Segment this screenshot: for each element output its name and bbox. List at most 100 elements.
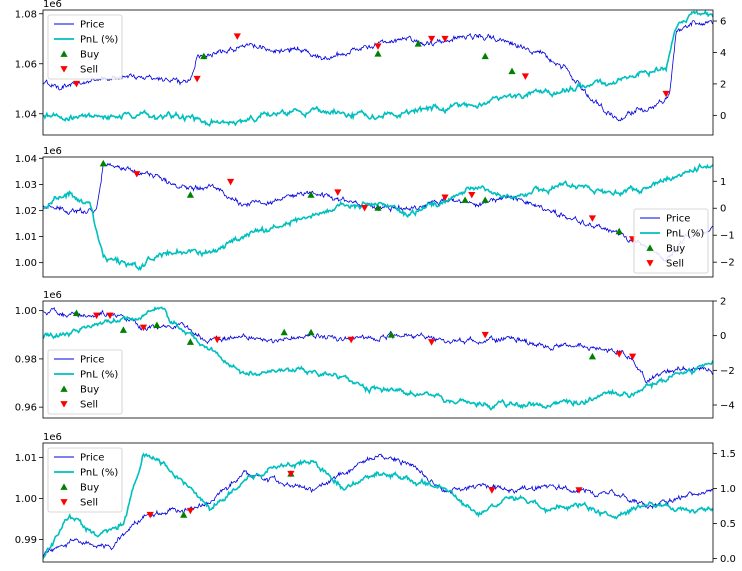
left-tick-label: 0.98 [15, 354, 37, 365]
right-tick-label: −1 [720, 231, 735, 242]
sell-marker [133, 171, 141, 178]
buy-marker [180, 511, 188, 518]
pnl-line [43, 306, 713, 411]
sell-marker [521, 73, 529, 80]
right-tick-label: 0.5 [720, 519, 736, 530]
axes-frame [42, 300, 714, 419]
buy-marker [99, 159, 107, 167]
legend-label: Sell [80, 498, 98, 509]
axes-frame [42, 156, 714, 278]
sell-marker [468, 191, 476, 199]
legend: Price PnL (%) Buy Sell [47, 349, 123, 415]
sell-marker [615, 351, 623, 358]
legend-label: Price [80, 20, 104, 31]
sell-marker [374, 43, 382, 50]
axis-offset-label: 1e6 [43, 290, 62, 301]
sell-marker [72, 80, 81, 88]
legend-swatch [646, 244, 654, 251]
right-tick-label: 0 [720, 331, 726, 342]
sell-marker [334, 189, 342, 196]
legend-label: Buy [666, 244, 685, 255]
left-tick-label: 1.00 [15, 306, 37, 317]
sell-marker [428, 35, 436, 43]
left-tick-label: 1.00 [15, 258, 37, 269]
sell-marker [629, 353, 637, 361]
sell-marker [588, 215, 596, 222]
pnl-line [43, 10, 713, 128]
legend-swatch [60, 66, 68, 73]
sell-marker [441, 194, 449, 202]
sell-marker [213, 336, 221, 344]
price-line [43, 162, 713, 262]
buy-marker [72, 309, 81, 316]
buy-marker [153, 321, 161, 329]
sell-marker [428, 339, 436, 346]
left-tick-label: 0.96 [15, 403, 37, 414]
legend-label: Price [666, 214, 690, 225]
sell-marker [146, 511, 154, 519]
sell-marker [193, 75, 201, 83]
sell-marker [361, 204, 369, 212]
right-tick-label: 0 [720, 204, 726, 215]
sell-marker [347, 336, 355, 344]
subplot-2: 1.00 1.01 1.02 1.03 1.04 −2 −1 0 1 1e6 Price PnL (%… [15, 146, 735, 278]
buy-marker [200, 52, 208, 60]
left-tick-label: 1.03 [15, 180, 37, 191]
sell-marker [139, 324, 148, 332]
right-tick-label: 1.0 [720, 484, 736, 495]
right-tick-label: 0.0 [720, 554, 736, 565]
left-tick-label: 1.00 [15, 494, 37, 505]
subplot-3: 0.96 0.98 1.00 −4 −2 0 2 1e6 Price PnL (%) Buy Sell [15, 290, 735, 419]
buy-marker [481, 196, 489, 203]
legend-label: Buy [80, 385, 99, 396]
buy-marker [481, 52, 489, 60]
buy-marker [186, 338, 194, 345]
legend-swatch [60, 401, 68, 408]
sell-marker [227, 178, 235, 186]
legend-label: Sell [666, 259, 684, 270]
buy-marker [307, 328, 315, 336]
sell-marker [662, 90, 670, 98]
axis-offset-label: 1e6 [43, 146, 62, 157]
legend: Price PnL (%) Buy Sell [47, 447, 123, 513]
right-tick-label: 2 [720, 297, 726, 308]
legend-label: Price [80, 453, 104, 464]
left-tick-label: 1.08 [15, 9, 37, 20]
sell-marker [488, 487, 496, 494]
legend-label: PnL (%) [666, 229, 704, 240]
legend-swatch [60, 50, 68, 57]
sell-marker [93, 312, 101, 320]
legend-label: Buy [80, 483, 99, 494]
legend-label: Sell [80, 65, 98, 76]
legend-swatch [60, 483, 68, 490]
sell-marker [481, 331, 489, 339]
subplot-4: 0.99 1.00 1.01 0.0 0.5 1.0 1.5 1e6 Price PnL (%) B… [15, 432, 736, 565]
right-tick-label: 6 [720, 17, 726, 28]
sell-marker [575, 487, 583, 494]
sell-marker [287, 470, 295, 478]
axes-frame [42, 9, 714, 136]
axis-offset-label: 1e6 [43, 0, 62, 10]
left-tick-label: 1.04 [15, 154, 37, 165]
legend: Price PnL (%) Buy Sell [633, 208, 709, 274]
sell-marker [233, 33, 241, 40]
legend-label: PnL (%) [80, 35, 118, 46]
buy-marker [374, 204, 382, 211]
right-tick-label: 4 [720, 48, 726, 59]
buy-marker [414, 40, 422, 47]
sell-marker [441, 35, 449, 43]
axis-offset-label: 1e6 [43, 432, 62, 443]
buy-marker [588, 352, 596, 360]
left-tick-label: 1.04 [15, 109, 37, 120]
buy-marker [186, 191, 194, 198]
legend-label: Buy [80, 50, 99, 61]
right-tick-label: −4 [720, 401, 735, 412]
price-line [43, 20, 713, 122]
right-tick-label: −2 [720, 366, 735, 377]
buy-marker [615, 227, 623, 235]
price-line [43, 453, 713, 558]
buy-marker [508, 67, 516, 75]
legend-label: Sell [80, 400, 98, 411]
legend-label: Price [80, 355, 104, 366]
